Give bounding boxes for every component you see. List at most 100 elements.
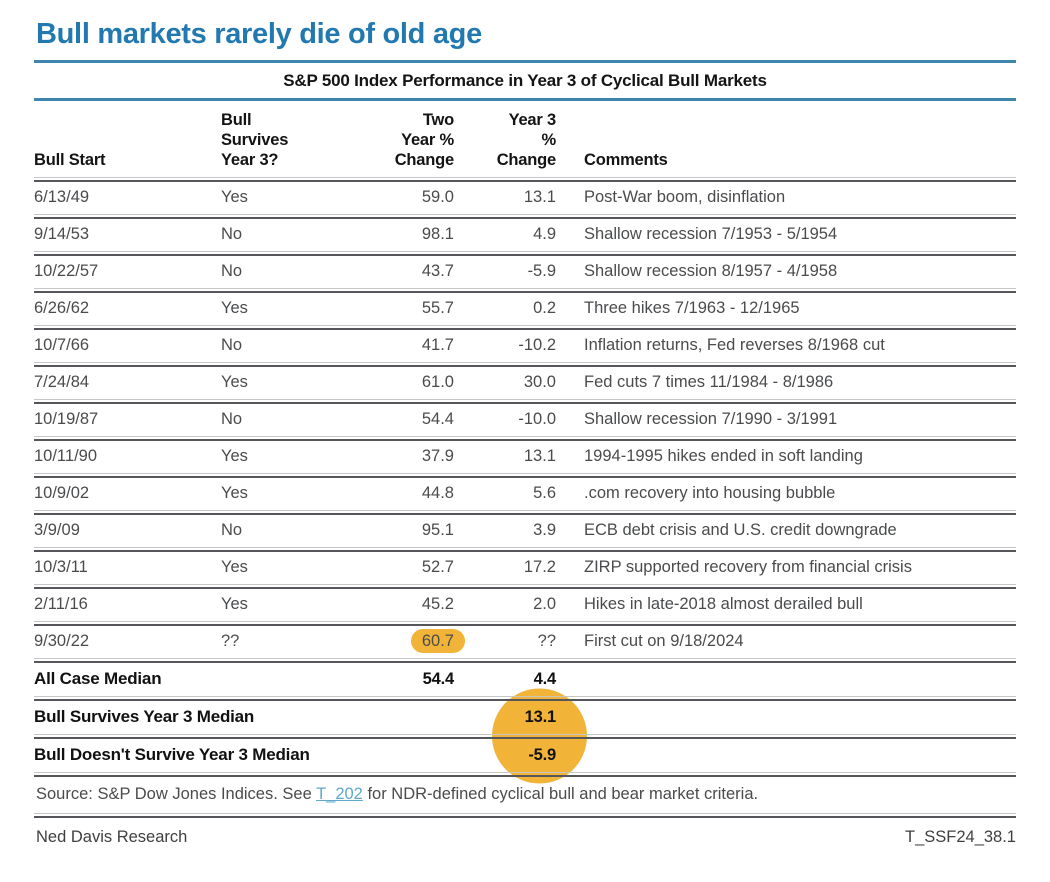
year3-value: 17.2 — [523, 558, 556, 577]
two-year-value: 41.7 — [421, 336, 454, 355]
year3-value: 4.9 — [533, 225, 556, 244]
row-divider — [34, 436, 1016, 442]
cell-survives: Yes — [221, 373, 248, 392]
source-line: Source: S&P Dow Jones Indices. See T_202… — [34, 777, 1016, 813]
column-header-year3-change: Year 3 % Change — [496, 111, 557, 170]
row-divider — [34, 362, 1016, 368]
cell-survives: Yes — [221, 595, 248, 614]
cell-year3-change: 5.6 — [454, 478, 556, 510]
source-text-prefix: Source: S&P Dow Jones Indices. See — [36, 784, 317, 803]
cell-two-year-change: 55.7 — [341, 293, 454, 325]
footer-figure-id: T_SSF24_38.1 — [905, 827, 1016, 846]
cell-survives: Yes — [221, 188, 248, 207]
table-row: 10/19/87 No 54.4 -10.0 Shallow recession… — [34, 404, 1016, 436]
cell-year3-change: -10.0 — [454, 404, 556, 436]
cell-comment: Shallow recession 8/1957 - 4/1958 — [584, 262, 838, 281]
table-row: 3/9/09 No 95.1 3.9 ECB debt crisis and U… — [34, 515, 1016, 547]
cell-bull-start: 6/13/49 — [34, 188, 90, 207]
footer-publisher: Ned Davis Research — [36, 827, 188, 846]
cell-bull-start: 10/22/57 — [34, 262, 99, 281]
table-row: 9/30/22 ?? 60.7 ?? First cut on 9/18/202… — [34, 626, 1016, 658]
two-year-value: 59.0 — [421, 188, 454, 207]
two-year-value: 43.7 — [421, 262, 454, 281]
row-divider — [34, 325, 1016, 331]
cell-bull-start: 9/30/22 — [34, 632, 90, 650]
two-year-value: 37.9 — [421, 447, 454, 466]
cell-comment: ZIRP supported recovery from financial c… — [584, 558, 912, 577]
cell-survives: No — [221, 410, 243, 429]
cell-bull-start: 9/14/53 — [34, 225, 90, 244]
summary-year3-value: 4.4 — [533, 669, 557, 688]
year3-value: 2.0 — [533, 595, 556, 614]
row-divider — [34, 584, 1016, 590]
source-link[interactable]: T_202 — [316, 784, 363, 803]
year3-value: -10.2 — [518, 336, 556, 355]
table-body: 6/13/49 Yes 59.0 13.1 Post-War boom, dis… — [34, 182, 1016, 663]
table-row: 10/7/66 No 41.7 -10.2 Inflation returns,… — [34, 330, 1016, 362]
summary-label: All Case Median — [34, 668, 162, 688]
cell-survives: ?? — [221, 632, 240, 650]
cell-survives: No — [221, 262, 243, 281]
report-page: Bull markets rarely die of old age S&P 5… — [34, 18, 1016, 847]
row-divider — [34, 399, 1016, 405]
row-divider — [34, 657, 1016, 663]
cell-bull-start: 10/7/66 — [34, 336, 90, 355]
summary-label: Bull Survives Year 3 Median — [34, 706, 255, 726]
year3-value: 30.0 — [523, 373, 556, 392]
cell-bull-start: 10/9/02 — [34, 484, 90, 503]
row-divider — [34, 621, 1016, 626]
cell-survives: No — [221, 225, 243, 244]
median-highlight-zone: Bull Survives Year 3 Median 13.1 Bull Do… — [34, 688, 1016, 784]
column-header-bull-start: Bull Start — [34, 151, 106, 170]
two-year-value: 60.7 — [410, 629, 465, 653]
title-rule — [34, 60, 1016, 63]
two-year-value: 44.8 — [421, 484, 454, 503]
cell-two-year-change: 41.7 — [341, 330, 454, 362]
cell-bull-start: 6/26/62 — [34, 299, 90, 318]
cell-survives: Yes — [221, 447, 248, 466]
row-divider — [34, 733, 1016, 739]
two-year-value: 54.4 — [421, 410, 454, 429]
cell-two-year-change: 54.4 — [341, 404, 454, 436]
source-text-suffix: for NDR-defined cyclical bull and bear m… — [362, 784, 759, 803]
two-year-value: 52.7 — [421, 558, 454, 577]
cell-year3-change: ?? — [454, 626, 556, 658]
cell-two-year-change: 45.2 — [341, 589, 454, 621]
row-divider — [34, 547, 1016, 553]
highlight-circle — [492, 688, 587, 784]
cell-two-year-change: 59.0 — [341, 182, 454, 214]
two-year-value: 45.2 — [421, 595, 454, 614]
year3-value: 13.1 — [523, 188, 556, 207]
column-header-comments: Comments — [584, 151, 668, 170]
cell-year3-change: -10.2 — [454, 330, 556, 362]
cell-year3-change: 13.1 — [454, 182, 556, 214]
summary-comment — [556, 709, 1016, 722]
table-row: 6/13/49 Yes 59.0 13.1 Post-War boom, dis… — [34, 182, 1016, 214]
cell-bull-start: 10/11/90 — [34, 447, 98, 466]
cell-survives: Yes — [221, 299, 248, 318]
table-row: 10/22/57 No 43.7 -5.9 Shallow recession … — [34, 256, 1016, 288]
row-divider — [34, 473, 1016, 479]
cell-survives: Yes — [221, 484, 248, 503]
cell-comment: Inflation returns, Fed reverses 8/1968 c… — [584, 336, 885, 355]
cell-year3-change: 3.9 — [454, 515, 556, 547]
year3-value: -5.9 — [527, 262, 556, 281]
cell-year3-change: 4.9 — [454, 219, 556, 251]
footer: Ned Davis Research T_SSF24_38.1 — [34, 818, 1016, 847]
row-divider — [34, 288, 1016, 294]
year3-value: 0.2 — [533, 299, 556, 318]
two-year-value: 55.7 — [421, 299, 454, 318]
year3-value: ?? — [537, 632, 556, 650]
cell-comment: Post-War boom, disinflation — [584, 188, 786, 207]
year3-value: 5.6 — [533, 484, 556, 503]
cell-two-year-change: 43.7 — [341, 256, 454, 288]
source-divider — [34, 812, 1016, 818]
column-header-survives: Bull Survives Year 3? — [221, 111, 289, 170]
cell-two-year-change: 44.8 — [341, 478, 454, 510]
table-title: S&P 500 Index Performance in Year 3 of C… — [283, 71, 767, 90]
cell-two-year-change: 52.7 — [341, 552, 454, 584]
summary-year3-value: -5.9 — [528, 745, 556, 764]
table-row: 2/11/16 Yes 45.2 2.0 Hikes in late-2018 … — [34, 589, 1016, 621]
table-row: 6/26/62 Yes 55.7 0.2 Three hikes 7/1963 … — [34, 293, 1016, 325]
cell-bull-start: 10/3/11 — [34, 558, 88, 577]
